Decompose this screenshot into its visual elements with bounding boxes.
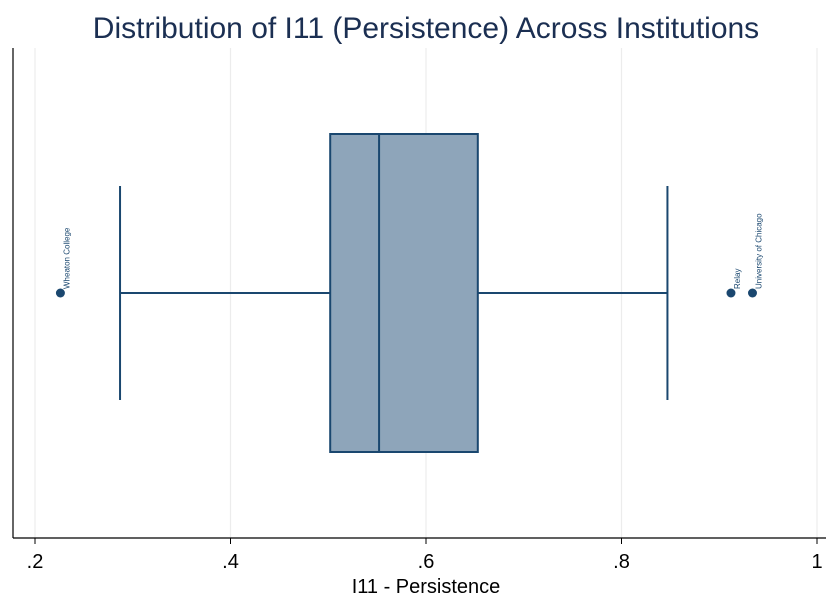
outliers: Wheaton College Relay University of Chicag…: [55, 213, 763, 298]
outlier-label: University of Chicago: [754, 213, 763, 289]
outlier-point: [55, 288, 65, 298]
interquartile-box: [329, 133, 479, 453]
outlier-label: Wheaton College: [62, 227, 71, 289]
x-tick-label: 1: [811, 551, 822, 573]
box-plot: [119, 133, 669, 453]
outlier-point: [726, 288, 736, 298]
x-tick-label: .8: [613, 551, 630, 573]
x-tick-label: .4: [222, 551, 239, 573]
chart-title: Distribution of I11 (Persistence) Across…: [93, 12, 759, 45]
x-tick-label: .2: [27, 551, 44, 573]
x-tick-label: .6: [418, 551, 435, 573]
x-axis-title: I11 - Persistence: [352, 576, 501, 596]
outlier-label: Relay: [733, 269, 742, 289]
outlier-point: [747, 288, 757, 298]
x-axis-ticks: .2 .4 .6 .8 1: [27, 538, 823, 573]
